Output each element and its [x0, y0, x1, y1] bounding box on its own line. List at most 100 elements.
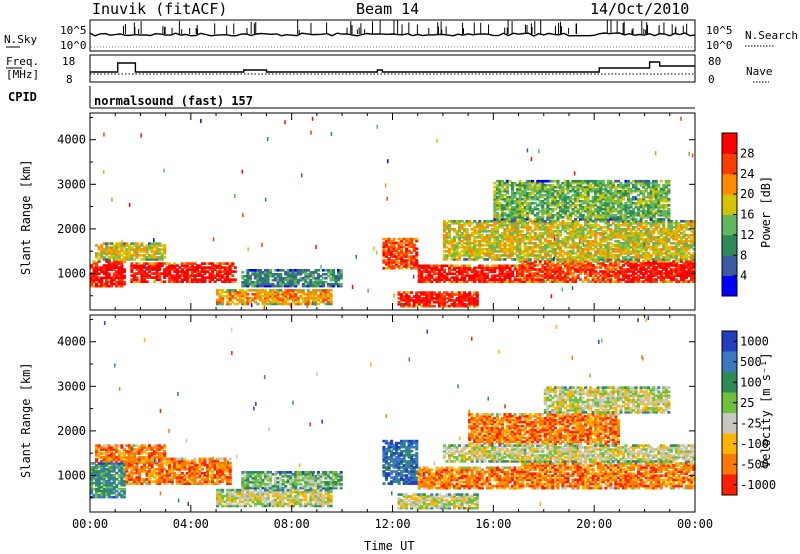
heatmap-cell [112, 274, 116, 278]
heatmap-cell [591, 268, 595, 271]
heatmap-cell [253, 282, 258, 286]
heatmap-cell [473, 220, 477, 223]
heatmap-cell [687, 240, 691, 243]
heatmap-cell [281, 269, 285, 272]
heatmap-cell [218, 278, 222, 282]
heatmap-cell [538, 242, 542, 245]
heatmap-cell [551, 260, 555, 263]
heatmap-cell [415, 237, 419, 241]
heatmap-cell [589, 230, 593, 233]
heatmap-cell [180, 268, 184, 271]
heatmap-cell [606, 266, 610, 269]
heatmap-cell [478, 256, 482, 259]
heatmap-cell [674, 230, 678, 233]
heatmap-cell [619, 250, 623, 253]
heatmap-cell [460, 250, 464, 253]
heatmap-cell [450, 220, 454, 223]
heatmap-cell [624, 240, 628, 243]
heatmap-cell [170, 278, 174, 282]
heatmap-cell [563, 266, 568, 269]
heatmap-cell [470, 297, 474, 300]
heatmap-cell [92, 276, 96, 280]
heatmap-cell [130, 264, 134, 267]
heatmap-cell [657, 258, 661, 261]
heatmap-cell [281, 291, 285, 294]
heatmap-cell [115, 248, 119, 251]
heatmap-cell [551, 264, 555, 267]
heatmap-cell [274, 300, 278, 304]
heatmap-cell [311, 289, 315, 292]
heatmap-cell [117, 270, 121, 274]
heatmap-cell [566, 268, 570, 271]
heatmap-cell [581, 266, 585, 269]
heatmap-cell [674, 272, 678, 275]
heatmap-cell [321, 294, 326, 298]
heatmap-cell [97, 272, 101, 276]
heatmap-cell [574, 220, 578, 223]
heatmap-cell [110, 268, 114, 271]
heatmap-cell [173, 262, 177, 265]
heatmap-cell [402, 261, 406, 264]
heatmap-cell [105, 278, 109, 282]
heatmap-cell [541, 268, 545, 271]
heatmap-cell [90, 266, 94, 269]
heatmap-cell [435, 276, 439, 279]
heatmap-cell [460, 228, 464, 231]
heatmap-cell [659, 260, 663, 263]
heatmap-cell [609, 276, 613, 279]
heatmap-cell [463, 297, 467, 300]
heatmap-cell [682, 224, 686, 227]
heatmap-cell [621, 228, 626, 231]
heatmap-cell [505, 238, 510, 241]
heatmap-cell [110, 254, 114, 257]
heatmap-cell [674, 268, 678, 271]
heatmap-cell [569, 244, 573, 247]
heatmap-cell [626, 240, 631, 243]
heatmap-cell [445, 293, 449, 296]
heatmap-cell [546, 240, 550, 243]
heatmap-cell [503, 280, 507, 283]
heatmap-cell [105, 274, 109, 278]
heatmap-cell [493, 280, 497, 283]
heatmap-cell [286, 278, 290, 282]
heatmap-cell [632, 240, 636, 243]
heatmap-cell [198, 264, 202, 267]
heatmap-cell [634, 246, 638, 249]
heatmap-cell [667, 226, 671, 229]
heatmap-cell [604, 222, 608, 225]
heatmap-cell [642, 268, 646, 271]
heatmap-cell [246, 296, 250, 300]
heatmap-cell [538, 222, 542, 225]
heatmap-cell [430, 270, 434, 274]
heatmap-cell [175, 268, 179, 271]
heatmap-cell [200, 270, 205, 273]
heatmap-cell [327, 294, 331, 298]
heatmap-cell [221, 298, 225, 302]
heatmap-cell [405, 303, 409, 306]
heatmap-cell [392, 265, 396, 268]
heatmap-cell [505, 220, 510, 223]
heatmap-cell [531, 272, 535, 275]
heatmap-cell [478, 240, 482, 243]
heatmap-cell [674, 220, 678, 223]
heatmap-cell [543, 276, 547, 279]
heatmap-cell [649, 272, 653, 275]
heatmap-cell [480, 252, 484, 255]
heatmap-cell [536, 278, 540, 281]
heatmap-cell [435, 266, 439, 270]
heatmap-cell [387, 247, 391, 251]
heatmap-cell [662, 240, 666, 243]
heatmap-cell [495, 264, 500, 268]
heatmap-cell [551, 268, 555, 271]
heatmap-cell [626, 236, 631, 239]
heatmap-cell [533, 278, 537, 281]
heatmap-cell [296, 300, 300, 304]
heatmap-cell [649, 262, 653, 265]
heatmap-cell [412, 301, 416, 304]
heatmap-cell [296, 289, 300, 292]
heatmap-cell [551, 278, 555, 281]
heatmap-cell [190, 270, 194, 273]
heatmap-cell [253, 296, 258, 300]
heatmap-cell [644, 232, 648, 235]
heatmap-cell [236, 293, 240, 296]
